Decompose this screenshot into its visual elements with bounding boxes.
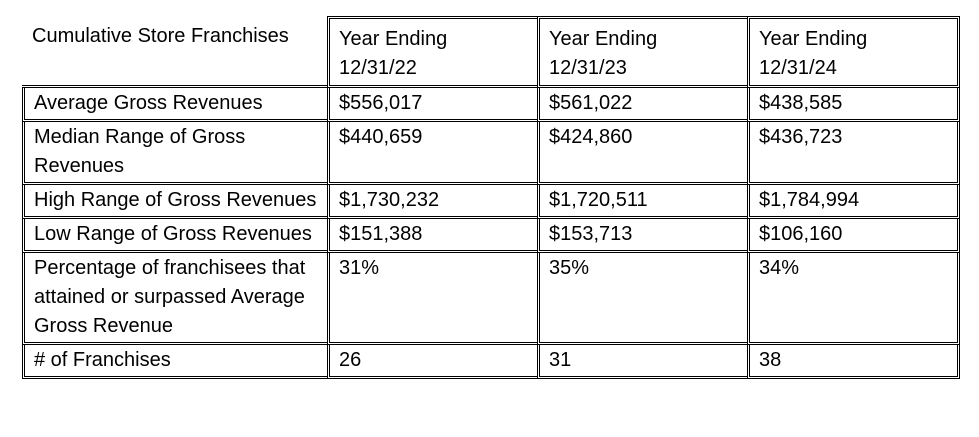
row-label: Percentage of franchisees that attained …: [22, 253, 327, 345]
table-cell: $1,730,232: [327, 185, 537, 219]
table-cell: $436,723: [747, 122, 960, 185]
table-row: Average Gross Revenues $556,017 $561,022…: [22, 88, 960, 122]
table-row: # of Franchises 26 31 38: [22, 345, 960, 379]
table-cell: 34%: [747, 253, 960, 345]
column-header-line1: Year Ending: [759, 28, 868, 50]
table-cell: 35%: [537, 253, 747, 345]
row-label: Low Range of Gross Revenues: [22, 219, 327, 253]
table-cell: $153,713: [537, 219, 747, 253]
table-row: Median Range of Gross Revenues $440,659 …: [22, 122, 960, 185]
table-cell: $438,585: [747, 88, 960, 122]
column-header-line1: Year Ending: [549, 28, 658, 50]
table-cell: 26: [327, 345, 537, 379]
column-header-line2: 12/31/24: [759, 57, 837, 79]
table-row: Low Range of Gross Revenues $151,388 $15…: [22, 219, 960, 253]
row-label: # of Franchises: [22, 345, 327, 379]
table-row: High Range of Gross Revenues $1,730,232 …: [22, 185, 960, 219]
row-label: Median Range of Gross Revenues: [22, 122, 327, 185]
table-cell: $1,784,994: [747, 185, 960, 219]
table-cell: $424,860: [537, 122, 747, 185]
column-header-line2: 12/31/22: [339, 57, 417, 79]
column-header-line2: 12/31/23: [549, 57, 627, 79]
column-header-2024: Year Ending 12/31/24: [747, 16, 960, 88]
table-cell: $556,017: [327, 88, 537, 122]
table-header-row: Cumulative Store Franchises Year Ending …: [22, 16, 960, 88]
table-cell: $561,022: [537, 88, 747, 122]
table-cell: $1,720,511: [537, 185, 747, 219]
table-row: Percentage of franchisees that attained …: [22, 253, 960, 345]
column-header-2022: Year Ending 12/31/22: [327, 16, 537, 88]
table-cell: 38: [747, 345, 960, 379]
row-label: High Range of Gross Revenues: [22, 185, 327, 219]
column-header-2023: Year Ending 12/31/23: [537, 16, 747, 88]
table-cell: $151,388: [327, 219, 537, 253]
table-cell: $106,160: [747, 219, 960, 253]
franchise-revenue-table: Cumulative Store Franchises Year Ending …: [22, 16, 960, 379]
table-cell: 31: [537, 345, 747, 379]
table-cell: 31%: [327, 253, 537, 345]
row-label: Average Gross Revenues: [22, 88, 327, 122]
franchise-table-container: Cumulative Store Franchises Year Ending …: [22, 16, 960, 379]
column-header-line1: Year Ending: [339, 28, 448, 50]
corner-label: Cumulative Store Franchises: [22, 16, 327, 88]
table-cell: $440,659: [327, 122, 537, 185]
